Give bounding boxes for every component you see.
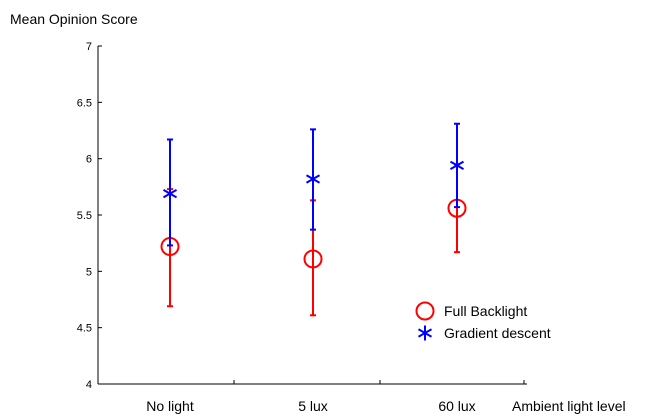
y-tick-label: 4.5 xyxy=(77,323,92,335)
y-axis-title: Mean Opinion Score xyxy=(10,11,138,27)
category-label-no-light: No light xyxy=(146,398,194,414)
data-point-asterisk xyxy=(162,186,178,202)
series-layer xyxy=(160,122,467,317)
legend-asterisk-icon xyxy=(417,325,433,341)
x-axis-title: Ambient light level xyxy=(512,398,626,414)
legend-label-gradient-descent: Gradient descent xyxy=(444,325,551,341)
asterisk-stroke xyxy=(305,174,321,184)
y-tick-label: 6 xyxy=(86,154,92,166)
asterisk-stroke xyxy=(417,328,433,338)
ticks: 4 4.5 5 5.5 6 6.5 7 xyxy=(77,41,525,391)
legend-circle-icon xyxy=(415,301,435,321)
asterisk-stroke xyxy=(162,188,178,199)
series-1 xyxy=(162,122,465,247)
y-tick-label: 5.5 xyxy=(77,210,92,222)
y-tick-label: 4 xyxy=(86,379,92,391)
category-label-60-lux: 60 lux xyxy=(438,398,475,414)
data-point-asterisk xyxy=(305,171,321,187)
data-point-circle xyxy=(303,249,323,269)
asterisk-stroke xyxy=(449,160,465,171)
y-tick-label: 5 xyxy=(86,266,92,278)
legend-marker-full-backlight xyxy=(415,301,435,321)
y-tick-label: 7 xyxy=(86,41,92,53)
category-label-5-lux: 5 lux xyxy=(298,398,328,414)
y-tick-label: 6.5 xyxy=(77,97,92,109)
data-point-asterisk xyxy=(449,157,465,173)
legend-label-full-backlight: Full Backlight xyxy=(444,303,527,319)
legend-marker-gradient-descent xyxy=(417,325,433,341)
legend: Full Backlight Gradient descent xyxy=(415,301,551,341)
